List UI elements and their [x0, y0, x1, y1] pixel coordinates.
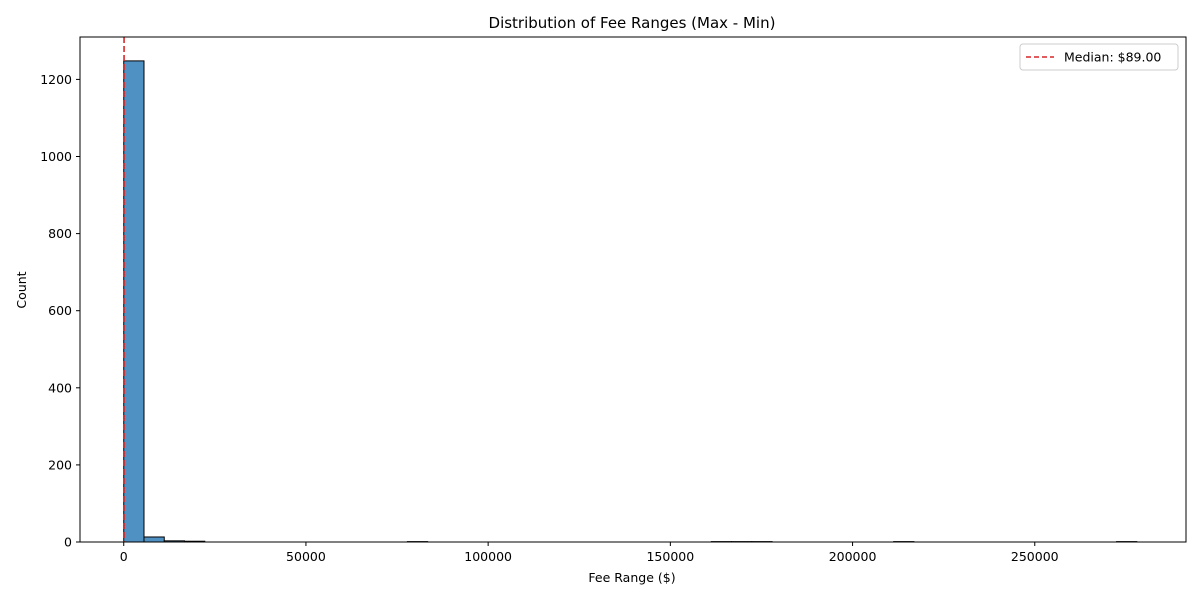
y-tick-label: 0: [64, 535, 72, 550]
plot-area-frame: [79, 36, 1187, 543]
legend-box: [1019, 43, 1179, 71]
x-tick-label: 250000: [1011, 549, 1059, 564]
y-tick-label: 600: [48, 303, 72, 318]
histogram-bars: [123, 60, 1138, 543]
x-tick-label: 100000: [464, 549, 512, 564]
y-tick-label: 200: [48, 457, 72, 472]
y-tick-label: 1200: [40, 72, 72, 87]
x-tick-label: 0: [120, 549, 128, 564]
y-axis-title: Count: [14, 271, 29, 308]
y-tick-label: 1000: [40, 149, 72, 164]
legend-median-label: Median: $89.00: [1064, 50, 1161, 65]
x-tick-label: 50000: [286, 549, 326, 564]
x-tick-label: 150000: [646, 549, 694, 564]
legend: Median: $89.00: [1019, 43, 1179, 71]
histogram-bar: [143, 536, 165, 543]
y-axis-ticks: 0 200 400 600 800 1000 1200: [40, 72, 80, 550]
x-tick-label: 200000: [829, 549, 877, 564]
x-axis-ticks: 0 50000 100000 150000 200000 250000: [120, 542, 1059, 564]
x-axis-title: Fee Range ($): [588, 570, 675, 585]
histogram-bar: [123, 60, 145, 543]
y-tick-label: 400: [48, 380, 72, 395]
chart-title: Distribution of Fee Ranges (Max - Min): [489, 14, 776, 32]
y-tick-label: 800: [48, 226, 72, 241]
